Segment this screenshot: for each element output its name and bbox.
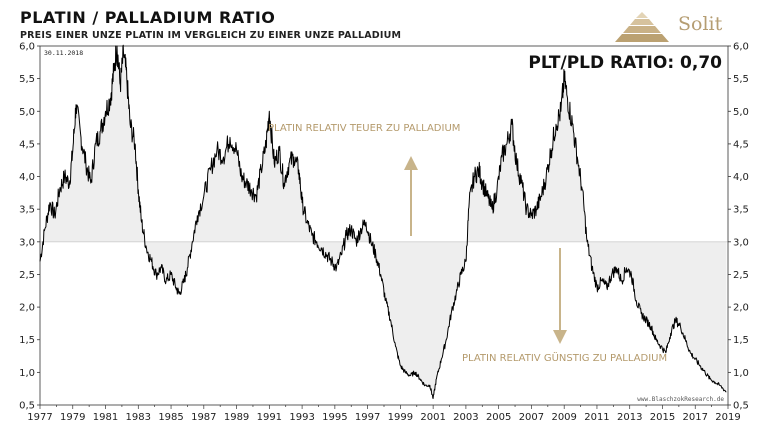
y-tick-label-right: 3,0 (733, 237, 749, 248)
x-tick-label: 1977 (27, 412, 52, 423)
plot-frame (39, 45, 729, 406)
arrow-up-head (404, 156, 418, 170)
y-tick-label-left: 2,5 (19, 270, 35, 281)
source-label: www.BlaschzokResearch.de (637, 396, 724, 403)
arrow-down-head (553, 330, 567, 344)
x-axis: 1977 1979 1981 1983 1985 1987 1989 1991 1993 1995… (27, 405, 741, 423)
x-tick-label: 2005 (486, 412, 511, 423)
y-tick-label-left: 0,5 (19, 401, 35, 412)
y-tick-label-right: 1,5 (733, 335, 749, 346)
y-tick-label-right: 6,0 (733, 42, 749, 53)
x-tick-label: 2019 (715, 412, 740, 423)
x-tick-label: 2011 (584, 412, 609, 423)
fill-path (40, 45, 727, 399)
x-tick-label: 2007 (519, 412, 544, 423)
y-tick-label-left: 1,0 (19, 368, 35, 379)
x-tick-label: 1979 (60, 412, 85, 423)
chart-title: PLATIN / PALLADIUM RATIO (20, 8, 276, 27)
y-axis-right: 6,0 5,5 5,0 4,5 4,0 3,5 3,0 2,5 2,0 1,5 1,0 0,5 (728, 42, 749, 412)
x-tick-label: 1987 (191, 412, 216, 423)
x-tick-label: 1991 (257, 412, 282, 423)
x-tick-label: 2001 (420, 412, 445, 423)
arrow-down-icon (553, 248, 567, 344)
y-tick-label-left: 4,0 (19, 172, 35, 183)
y-tick-label-left: 5,5 (19, 74, 35, 85)
date-label: 30.11.2018 (44, 49, 83, 57)
arrow-up-icon (404, 156, 418, 236)
series-path (39, 44, 727, 399)
y-tick-label-right: 0,5 (733, 401, 749, 412)
y-tick-label-right: 1,0 (733, 368, 749, 379)
x-tick-label: 2003 (453, 412, 478, 423)
x-tick-label: 1983 (126, 412, 151, 423)
x-tick-label: 2017 (683, 412, 708, 423)
fill-area (40, 45, 728, 399)
current-ratio-label: PLT/PLD RATIO: 0,70 (528, 53, 722, 73)
y-axis-left: 6,0 5,5 5,0 4,5 4,0 3,5 3,0 2,5 2,0 1,5 1,0 0,5 (19, 42, 40, 412)
y-tick-label-left: 1,5 (19, 335, 35, 346)
y-tick-label-right: 3,5 (733, 205, 749, 216)
y-tick-label-right: 4,0 (733, 172, 749, 183)
annotation-upper: PLATIN RELATIV TEUER ZU PALLADIUM (268, 123, 460, 134)
x-tick-label: 1985 (158, 412, 183, 423)
x-tick-label: 2009 (551, 412, 576, 423)
x-tick-label: 1989 (224, 412, 249, 423)
brand-name: Solit (678, 13, 723, 35)
y-tick-label-right: 5,5 (733, 74, 749, 85)
y-tick-label-right: 2,0 (733, 303, 749, 314)
y-tick-label-left: 3,0 (19, 237, 35, 248)
y-tick-label-left: 5,0 (19, 107, 35, 118)
y-tick-label-right: 4,5 (733, 139, 749, 150)
chart-subtitle: PREIS EINER UNZE PLATIN IM VERGLEICH ZU … (20, 30, 402, 41)
x-tick-label: 1999 (388, 412, 413, 423)
x-tick-label: 1995 (322, 412, 347, 423)
y-tick-label-right: 5,0 (733, 107, 749, 118)
y-tick-label-right: 2,5 (733, 270, 749, 281)
y-tick-label-left: 6,0 (19, 42, 35, 53)
brand-logo: Solit (612, 10, 762, 44)
x-tick-label: 1993 (289, 412, 314, 423)
x-tick-label: 2013 (617, 412, 642, 423)
x-tick-label: 1997 (355, 412, 380, 423)
series-line (39, 44, 727, 399)
x-tick-label: 1981 (93, 412, 118, 423)
x-tick-label: 2015 (650, 412, 675, 423)
y-tick-label-left: 3,5 (19, 205, 35, 216)
pyramid-icon (615, 12, 669, 42)
y-tick-label-left: 4,5 (19, 139, 35, 150)
annotation-lower: PLATIN RELATIV GÜNSTIG ZU PALLADIUM (462, 351, 667, 364)
y-tick-label-left: 2,0 (19, 303, 35, 314)
